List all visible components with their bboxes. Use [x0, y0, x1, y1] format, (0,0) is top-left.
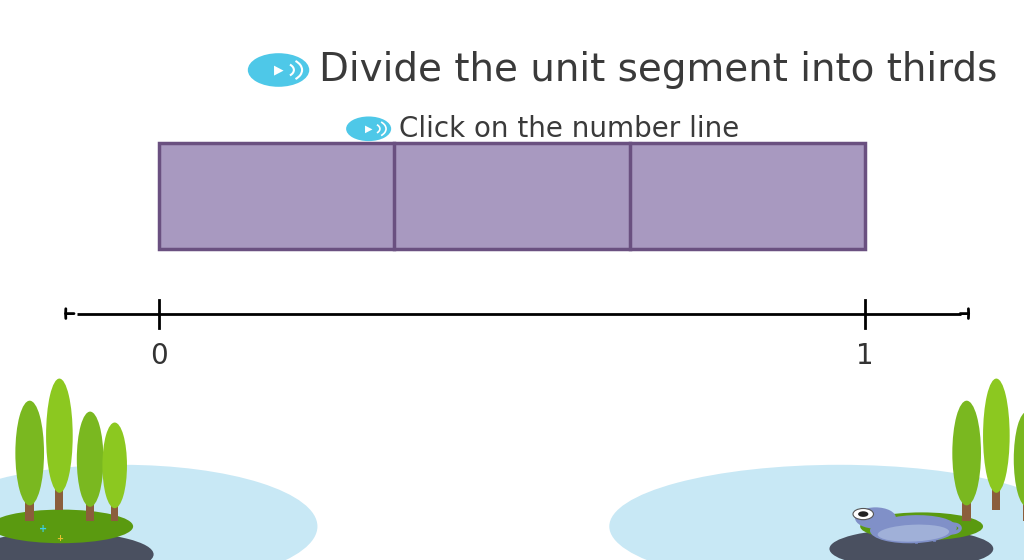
Text: Click on the number line: Click on the number line [399, 115, 739, 143]
Ellipse shape [0, 465, 317, 560]
Bar [111, 506, 119, 521]
Bar [86, 504, 94, 521]
Bar [55, 489, 63, 510]
Ellipse shape [609, 465, 1024, 560]
Ellipse shape [983, 379, 1010, 493]
Ellipse shape [878, 525, 949, 542]
Ellipse shape [829, 529, 993, 560]
Text: +: + [39, 524, 47, 534]
Circle shape [853, 508, 873, 520]
Text: 0: 0 [150, 342, 168, 370]
Ellipse shape [860, 512, 983, 540]
Text: ▶: ▶ [365, 124, 373, 134]
Circle shape [858, 511, 868, 517]
Bar [992, 489, 1000, 510]
Ellipse shape [0, 510, 133, 543]
Text: ▶: ▶ [273, 63, 284, 77]
Ellipse shape [855, 507, 896, 529]
Bar [26, 502, 34, 521]
Ellipse shape [15, 401, 44, 505]
Ellipse shape [77, 412, 103, 507]
Circle shape [248, 53, 309, 87]
Text: +: + [56, 534, 62, 543]
Ellipse shape [46, 379, 73, 493]
Bar [159, 143, 865, 249]
Bar [963, 502, 971, 521]
Text: 1: 1 [856, 342, 874, 370]
Ellipse shape [870, 515, 956, 543]
Circle shape [346, 116, 391, 141]
Text: Divide the unit segment into thirds: Divide the unit segment into thirds [319, 51, 997, 89]
Ellipse shape [952, 401, 981, 505]
Ellipse shape [0, 532, 154, 560]
Ellipse shape [1014, 412, 1024, 507]
Ellipse shape [102, 422, 127, 508]
